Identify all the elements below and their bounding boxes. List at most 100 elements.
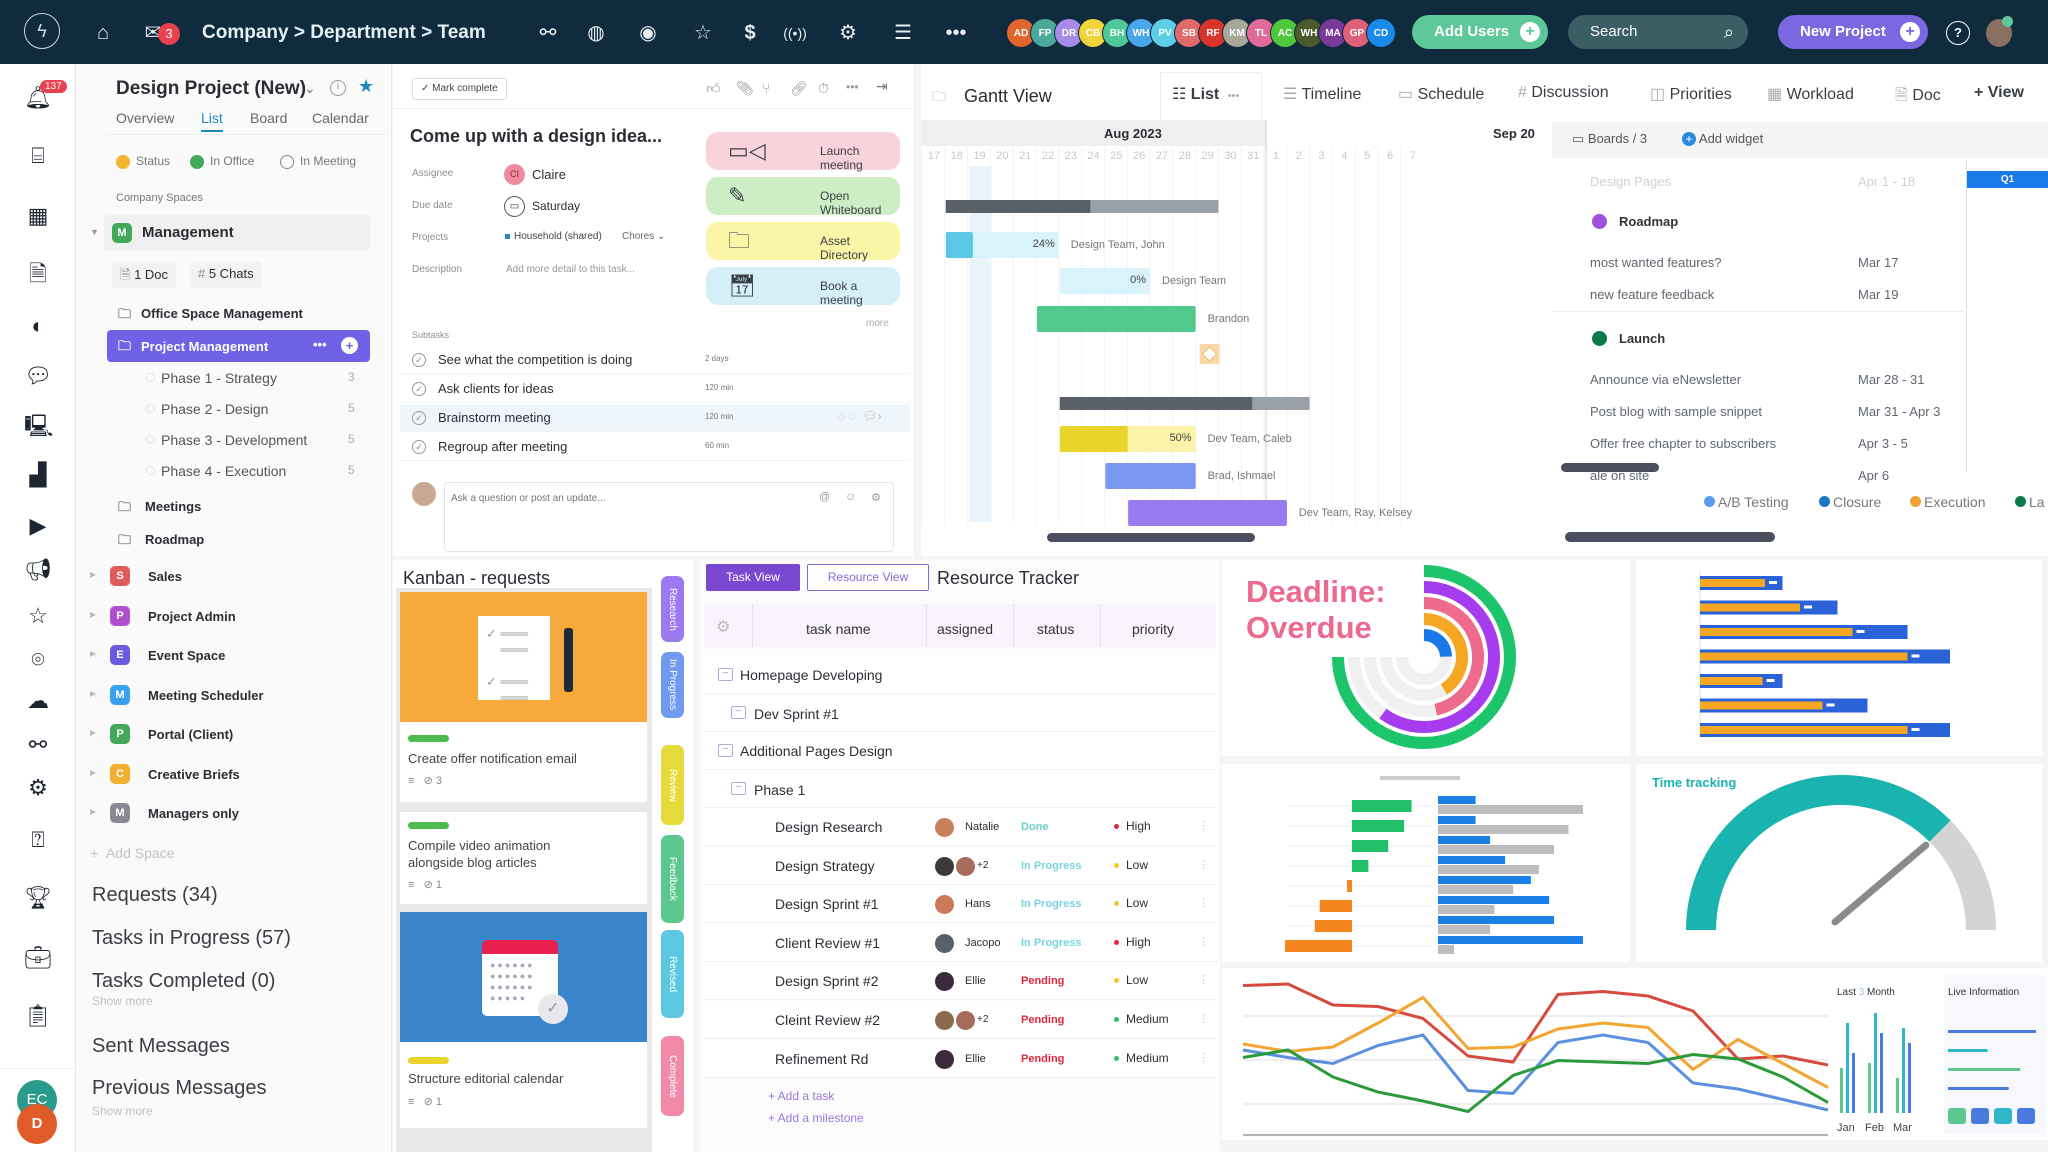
vertical-scroll-thumb[interactable] (1561, 463, 1659, 472)
live-info-bar[interactable] (1948, 1087, 2009, 1090)
list-item-phase[interactable]: Phase 4 - Execution (161, 463, 287, 479)
table-row[interactable]: Design Strategy +2 In Progress Low ⋮ (704, 846, 1216, 885)
tab-priorities[interactable]: ◫ Priorities (1650, 84, 1732, 104)
tab-calendar[interactable]: Calendar (312, 110, 369, 126)
calendar-icon[interactable]: ▭ (504, 196, 525, 217)
roadmap-item-name[interactable]: Announce via eNewsletter (1590, 372, 1742, 387)
subtask-row[interactable]: ✓ See what the competition is doing 2 days (400, 346, 910, 374)
status-value[interactable]: Pending (1021, 975, 1065, 988)
chevron-down-icon[interactable]: ⌄ (304, 80, 316, 96)
collapse-icon[interactable]: − (731, 782, 746, 795)
gear-icon[interactable]: ⚙ (839, 22, 857, 44)
bullet-value-bar[interactable] (1700, 726, 1908, 734)
diverging-bar[interactable] (1352, 820, 1405, 832)
blue-bar[interactable] (1438, 816, 1476, 824)
more-icon[interactable]: ••• (945, 22, 967, 44)
column-header-status[interactable]: status (1037, 621, 1075, 637)
collapse-icon[interactable]: − (718, 744, 733, 757)
status-value[interactable]: Done (1021, 821, 1049, 833)
table-row[interactable]: Design Sprint #1 Hans In Progress Low ⋮ (704, 885, 1216, 924)
subtask-row[interactable]: ✓ Regroup after meeting 60 min (400, 433, 910, 461)
briefcase-icon[interactable]: 💼︎ (24, 945, 52, 970)
gantt-task-bar[interactable] (1059, 268, 1150, 294)
tab-list[interactable]: List (201, 110, 223, 132)
info-icon[interactable]: i (330, 80, 346, 96)
status-filter-in-office[interactable]: In Office (190, 154, 254, 169)
table-group-row[interactable]: − Dev Sprint #1 (704, 694, 1216, 732)
tab-board[interactable]: Board (250, 110, 288, 126)
space-management[interactable]: M Management (104, 215, 370, 251)
collapse-icon[interactable]: − (718, 668, 733, 681)
star-icon[interactable]: ☆ (28, 603, 48, 628)
diverging-bar[interactable] (1347, 880, 1352, 892)
blue-bar[interactable] (1438, 916, 1554, 924)
list-tasks-completed[interactable]: Tasks Completed (0) (92, 970, 276, 992)
task-view-button[interactable]: Task View (706, 564, 800, 591)
radial-bar[interactable] (1423, 597, 1484, 716)
row-menu-icon[interactable]: ⋮ (1198, 897, 1209, 910)
live-info-tile[interactable] (2017, 1108, 2035, 1124)
live-info-tile[interactable] (1971, 1108, 1989, 1124)
eye-icon[interactable]: ◉ (639, 22, 657, 44)
time-icon[interactable]: ◐ (31, 313, 45, 338)
bullet-value-bar[interactable] (1700, 603, 1800, 612)
gray-bar[interactable] (1438, 825, 1569, 834)
list-requests[interactable]: Requests (34) (92, 884, 218, 906)
app-logo-icon[interactable]: ϟ (24, 13, 60, 49)
radial-bar[interactable] (1423, 613, 1468, 695)
settings-icon[interactable]: ⚙ (871, 492, 881, 504)
row-menu-icon[interactable]: ⋮ (1198, 820, 1209, 832)
star-icon[interactable]: ☆ (694, 22, 712, 44)
monitor-icon[interactable]: 🖳︎ (24, 413, 54, 438)
radial-bar[interactable] (1423, 629, 1452, 658)
space-item[interactable]: Event Space (148, 648, 226, 663)
favorite-star-icon[interactable]: ★ (358, 76, 375, 96)
kanban-column-tab-research[interactable]: Research (661, 576, 684, 642)
tab-schedule[interactable]: ▭ Schedule (1398, 84, 1484, 104)
line-series[interactable] (1242, 982, 1829, 1067)
asset-directory-button[interactable]: 🗀 Asset Directory (706, 222, 900, 262)
tab-list-view[interactable] (1160, 72, 1262, 120)
comment-input[interactable]: Ask a question or post an update... @ ☺ … (444, 482, 894, 552)
gray-bar[interactable] (1438, 945, 1455, 954)
diverging-bar[interactable] (1285, 940, 1352, 952)
caret-right-icon[interactable]: ▶ (90, 767, 97, 777)
space-item[interactable]: Meeting Scheduler (148, 687, 264, 703)
trophy-icon[interactable]: 🏆︎ (24, 885, 52, 910)
month-bar[interactable] (1846, 1023, 1849, 1113)
radial-bar[interactable] (1332, 565, 1516, 749)
help-icon[interactable]: ⍰ (31, 827, 45, 852)
space-item[interactable]: Sales (148, 569, 182, 584)
bullet-value-bar[interactable] (1700, 652, 1908, 661)
subtask-actions-icon[interactable]: ◌ ◌ 💬︎› (838, 409, 882, 423)
kanban-card[interactable]: Compile video animation alongside blog a… (400, 812, 647, 904)
status-filter-in-meeting[interactable]: In Meeting (280, 154, 356, 169)
diverging-bar[interactable] (1314, 920, 1352, 932)
mention-icon[interactable]: @ (819, 491, 831, 503)
priority-value[interactable]: Low (1126, 896, 1149, 911)
list-previous-messages[interactable]: Previous Messages (92, 1077, 267, 1099)
month-bar[interactable] (1840, 1068, 1843, 1113)
blue-bar[interactable] (1438, 856, 1506, 864)
task-title[interactable]: Come up with a design idea... (410, 126, 663, 146)
new-project-button[interactable]: New Project + (1778, 15, 1928, 49)
month-bar[interactable] (1852, 1053, 1855, 1113)
live-info-tile[interactable] (1948, 1108, 1966, 1124)
doc-chip[interactable]: 🗎︎ 1 Doc (112, 262, 177, 288)
priority-value[interactable]: Medium (1126, 1050, 1169, 1065)
diverging-bar[interactable] (1352, 860, 1369, 872)
roadmap-item-name[interactable]: new feature feedback (1590, 287, 1715, 302)
tab-discussion[interactable]: # Discussion (1518, 84, 1609, 102)
folder-project-management[interactable]: 🗀 Project Management ••• + (107, 330, 370, 362)
checkbox-icon[interactable]: ✓ (412, 411, 426, 425)
dashboard-icon[interactable]: ▦ (27, 203, 49, 228)
show-more-link[interactable]: Show more (92, 994, 153, 1008)
chats-chip[interactable]: # 5 Chats (190, 262, 262, 288)
breadcrumb-company[interactable]: Company (202, 22, 289, 43)
roadmap-item-name[interactable]: Post blog with sample snippet (1590, 404, 1762, 419)
bullet-value-bar[interactable] (1700, 677, 1763, 685)
space-item[interactable]: Project Admin (148, 608, 236, 624)
caret-right-icon[interactable]: ▶ (90, 728, 97, 737)
kanban-column-tab-complete[interactable]: Complete (661, 1036, 684, 1116)
bullet-value-bar[interactable] (1700, 701, 1823, 710)
